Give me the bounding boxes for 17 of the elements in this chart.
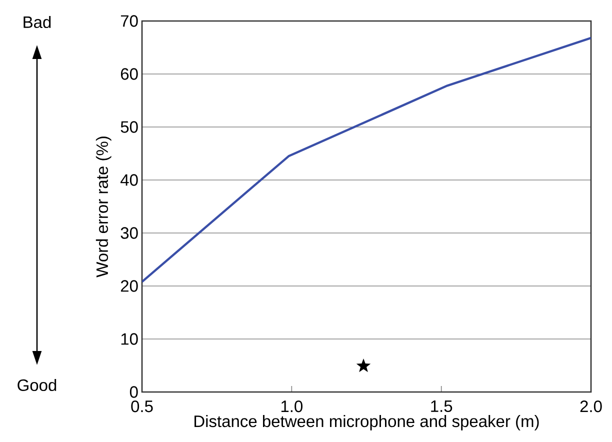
y-tick-label: 0 xyxy=(130,386,138,398)
text: Good xyxy=(18,378,56,392)
y-tick-label: 30 xyxy=(120,227,138,239)
y-tick-label: 70 xyxy=(120,15,138,27)
x-axis-title: Distance between microphone and speaker (m) xyxy=(194,415,539,430)
x-tick-label: 1.5 xyxy=(431,400,452,412)
y-tick-label: 50 xyxy=(120,121,138,133)
x-tick-label: 0.5 xyxy=(131,400,153,412)
line-series xyxy=(142,36,592,283)
y-tick-label: 60 xyxy=(120,68,138,80)
y-tick-label: 10 xyxy=(121,333,138,345)
y-tick-label: 40 xyxy=(120,174,138,186)
x-tick-label: 2.0 xyxy=(580,400,602,412)
text: Bad xyxy=(24,16,51,28)
x-tick-label: 1.0 xyxy=(281,400,302,412)
y-tick-label: 20 xyxy=(120,280,138,292)
y-axis-title: Word error rate (%) xyxy=(96,136,112,278)
